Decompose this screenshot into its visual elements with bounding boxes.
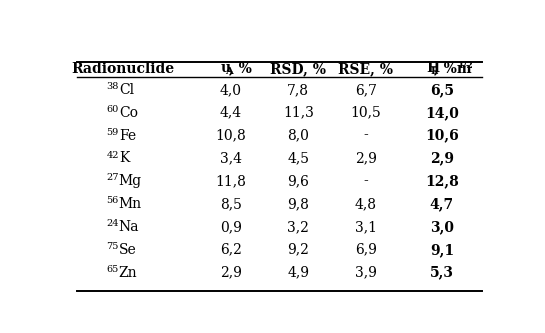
- Text: Mg: Mg: [119, 174, 142, 188]
- Text: -: -: [364, 174, 368, 188]
- Text: 65: 65: [107, 265, 119, 274]
- Text: 10,8: 10,8: [215, 129, 246, 143]
- Text: 56: 56: [107, 196, 119, 205]
- Text: 24: 24: [106, 219, 119, 228]
- Text: Se: Se: [119, 243, 137, 257]
- Text: 27: 27: [106, 173, 119, 182]
- Text: 11,8: 11,8: [215, 174, 246, 188]
- Text: -: -: [364, 129, 368, 143]
- Text: 11,3: 11,3: [283, 106, 314, 120]
- Text: , %: , %: [229, 61, 252, 75]
- Text: K: K: [119, 152, 129, 166]
- Text: 5,3: 5,3: [430, 265, 454, 279]
- Text: Zn: Zn: [119, 265, 137, 279]
- Text: Fe: Fe: [119, 129, 136, 143]
- Text: 6,2: 6,2: [220, 243, 241, 257]
- Text: 10,5: 10,5: [350, 106, 381, 120]
- Text: 6,7: 6,7: [355, 83, 377, 97]
- Text: 38: 38: [106, 82, 119, 91]
- Text: RSD, %: RSD, %: [270, 63, 326, 77]
- Text: H: H: [426, 61, 439, 75]
- Text: 14,0: 14,0: [425, 106, 459, 120]
- Text: 12,8: 12,8: [425, 174, 459, 188]
- Text: 42: 42: [106, 151, 119, 160]
- Text: 9,6: 9,6: [287, 174, 309, 188]
- Text: 3,4: 3,4: [220, 152, 242, 166]
- Text: 6,9: 6,9: [355, 243, 377, 257]
- Text: 4,5: 4,5: [287, 152, 310, 166]
- Text: 2,9: 2,9: [220, 265, 241, 279]
- Text: 60: 60: [107, 105, 119, 114]
- Text: , %m: , %m: [434, 61, 472, 75]
- Text: 9,1: 9,1: [430, 243, 454, 257]
- Text: Mn: Mn: [119, 197, 142, 211]
- Text: 0,9: 0,9: [220, 220, 241, 234]
- Text: 4,0: 4,0: [220, 83, 242, 97]
- Text: u: u: [220, 61, 231, 75]
- Text: 6,5: 6,5: [430, 83, 454, 97]
- Text: 4,8: 4,8: [355, 197, 377, 211]
- Text: 4,4: 4,4: [220, 106, 242, 120]
- Text: 9,8: 9,8: [287, 197, 309, 211]
- Text: Co: Co: [119, 106, 138, 120]
- Text: Radionuclide: Radionuclide: [71, 63, 174, 77]
- Text: 4,9: 4,9: [287, 265, 310, 279]
- Text: Na: Na: [119, 220, 140, 234]
- Text: 3,9: 3,9: [355, 265, 377, 279]
- Text: 1/2: 1/2: [458, 60, 474, 69]
- Text: 8,0: 8,0: [287, 129, 309, 143]
- Text: 2,9: 2,9: [430, 152, 454, 166]
- Text: Cl: Cl: [119, 83, 134, 97]
- Text: A: A: [225, 67, 233, 76]
- Text: 10,6: 10,6: [425, 129, 459, 143]
- Text: 8,5: 8,5: [220, 197, 241, 211]
- Text: 7,8: 7,8: [287, 83, 310, 97]
- Text: 4,7: 4,7: [430, 197, 454, 211]
- Text: 3,0: 3,0: [430, 220, 454, 234]
- Text: 2,9: 2,9: [355, 152, 377, 166]
- Text: 3,2: 3,2: [287, 220, 309, 234]
- Text: E: E: [431, 67, 439, 76]
- Text: 75: 75: [106, 242, 119, 251]
- Text: 9,2: 9,2: [287, 243, 309, 257]
- Text: RSE, %: RSE, %: [338, 63, 393, 77]
- Text: 3,1: 3,1: [355, 220, 377, 234]
- Text: 59: 59: [107, 128, 119, 137]
